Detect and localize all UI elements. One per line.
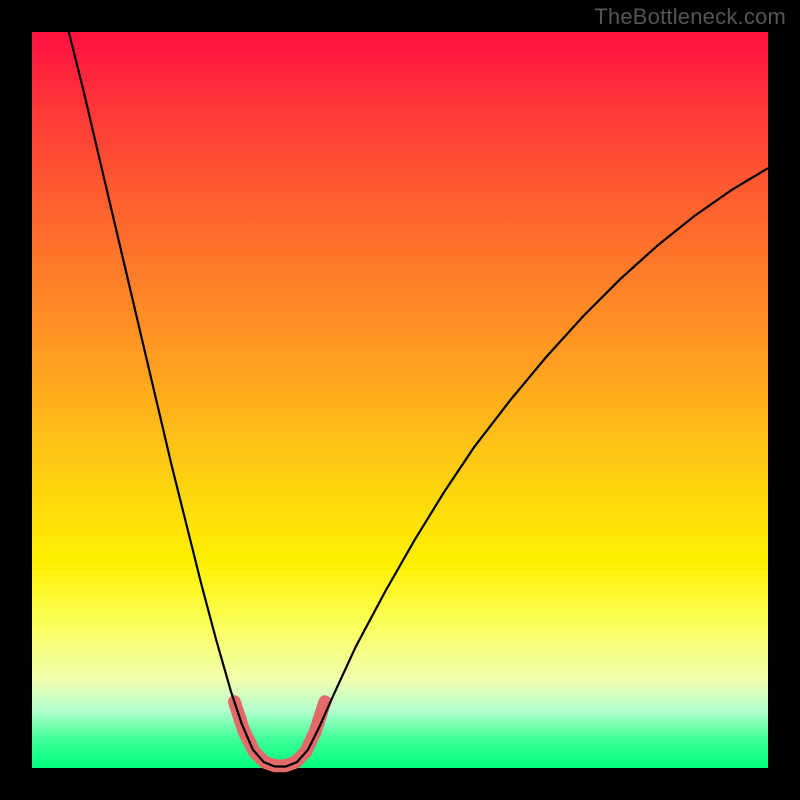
- bottleneck-highlight-band: [234, 702, 325, 766]
- curve-svg: [32, 32, 768, 768]
- watermark-text: TheBottleneck.com: [594, 4, 786, 30]
- bottleneck-curve: [69, 32, 768, 767]
- plot-area: [32, 32, 768, 768]
